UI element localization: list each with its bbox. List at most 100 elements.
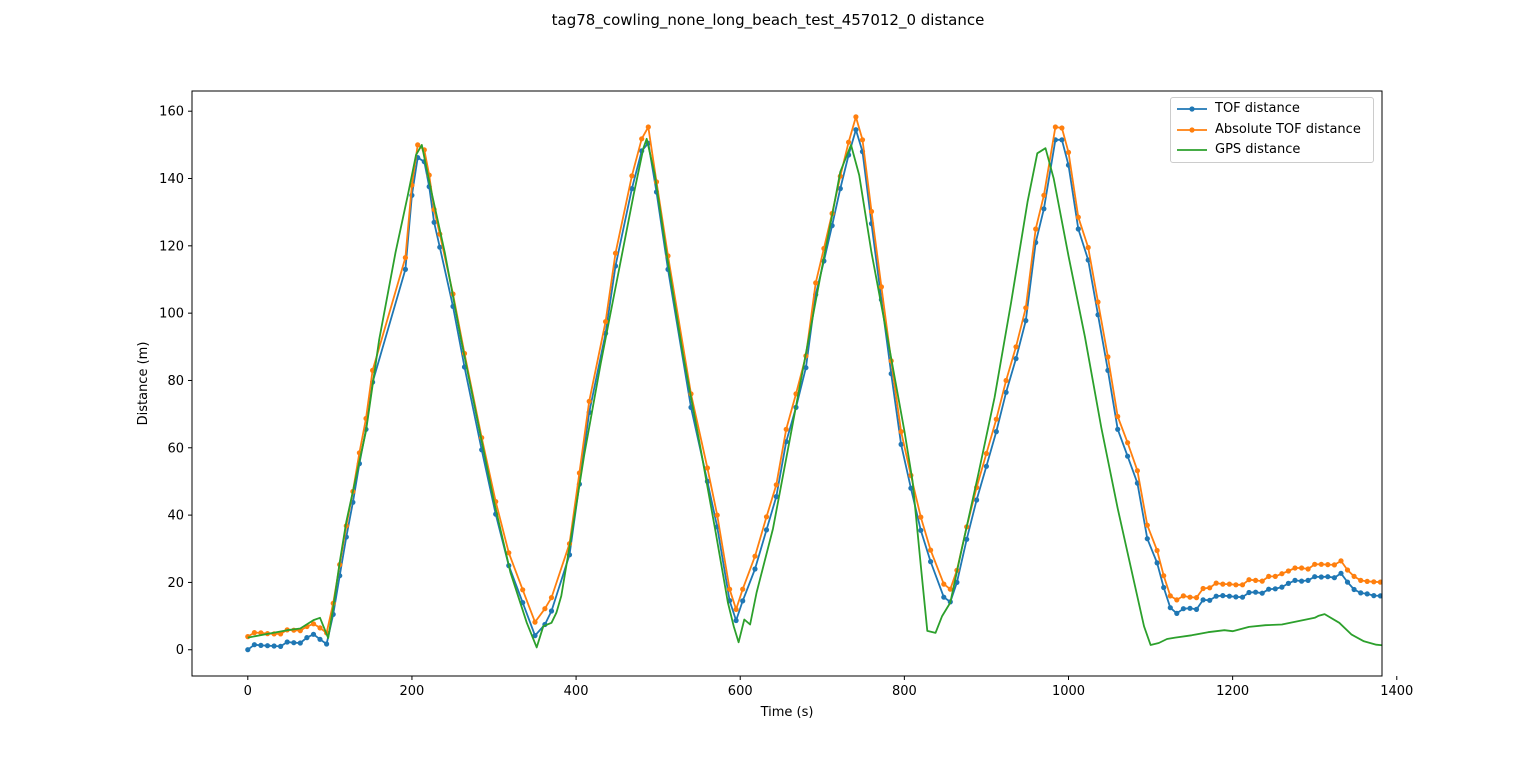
x-tick-label: 1200 bbox=[1216, 684, 1249, 699]
y-axis-label: Distance (m) bbox=[136, 342, 151, 426]
data-point bbox=[1041, 206, 1047, 212]
data-point bbox=[898, 429, 904, 435]
data-point bbox=[1266, 573, 1272, 580]
data-point bbox=[1364, 591, 1370, 597]
data-point bbox=[1312, 561, 1318, 567]
y-tick-label: 60 bbox=[167, 441, 184, 456]
chart-title: tag78_cowling_none_long_beach_test_45701… bbox=[551, 11, 985, 29]
series-line-0 bbox=[247, 128, 1382, 651]
data-point bbox=[1200, 585, 1206, 592]
legend-label-tof: TOF distance bbox=[1215, 101, 1300, 116]
data-point bbox=[1207, 585, 1213, 591]
plot-lines bbox=[245, 114, 1382, 653]
data-point bbox=[402, 266, 408, 272]
data-point bbox=[983, 450, 990, 457]
legend-label-absolute-tof: Absolute TOF distance bbox=[1215, 122, 1361, 137]
data-point bbox=[941, 581, 947, 587]
data-point bbox=[1338, 570, 1344, 576]
data-point bbox=[1220, 581, 1226, 587]
legend-item-absolute-tof: Absolute TOF distance bbox=[1171, 120, 1373, 140]
data-point bbox=[1187, 605, 1193, 611]
data-point bbox=[1023, 318, 1029, 324]
data-point bbox=[993, 416, 999, 422]
data-point bbox=[1253, 577, 1259, 584]
data-point bbox=[1318, 574, 1324, 580]
data-point bbox=[898, 441, 904, 447]
x-tick-label: 0 bbox=[244, 684, 252, 699]
data-point bbox=[733, 606, 739, 613]
data-point bbox=[1207, 597, 1213, 603]
data-point bbox=[1299, 578, 1305, 584]
data-point bbox=[532, 619, 538, 625]
data-point bbox=[1371, 579, 1377, 585]
data-point bbox=[1272, 586, 1278, 592]
data-point bbox=[752, 566, 758, 572]
data-point bbox=[1023, 305, 1029, 311]
data-point bbox=[733, 617, 739, 624]
data-point bbox=[1003, 377, 1009, 384]
data-point bbox=[1246, 589, 1252, 596]
data-point bbox=[1161, 573, 1167, 579]
data-point bbox=[1013, 344, 1019, 350]
data-point bbox=[1075, 214, 1081, 220]
data-point bbox=[297, 640, 303, 646]
y-tick-label: 20 bbox=[167, 576, 184, 591]
data-point bbox=[532, 633, 538, 639]
x-tick-label: 200 bbox=[400, 684, 425, 699]
data-point bbox=[310, 621, 317, 627]
data-point bbox=[853, 127, 859, 133]
data-point bbox=[1200, 597, 1206, 603]
x-tick-label: 400 bbox=[564, 684, 589, 699]
data-point bbox=[258, 642, 264, 649]
data-point bbox=[548, 595, 555, 601]
data-point bbox=[1233, 594, 1239, 600]
series-line-1 bbox=[247, 116, 1382, 638]
x-tick-label: 1400 bbox=[1380, 684, 1413, 699]
data-point bbox=[1213, 593, 1219, 599]
data-point bbox=[1239, 582, 1246, 588]
legend-label-gps: GPS distance bbox=[1215, 142, 1301, 157]
data-point bbox=[310, 631, 317, 637]
data-point bbox=[1331, 575, 1337, 581]
data-point bbox=[1305, 577, 1311, 584]
data-point bbox=[542, 606, 548, 612]
data-point bbox=[868, 208, 875, 215]
data-point bbox=[1344, 579, 1351, 585]
data-point bbox=[431, 219, 437, 225]
data-point bbox=[704, 465, 711, 471]
legend-item-gps: GPS distance bbox=[1171, 140, 1373, 160]
legend-item-tof: TOF distance bbox=[1171, 99, 1373, 119]
data-point bbox=[727, 586, 733, 592]
data-point bbox=[918, 527, 924, 533]
data-point bbox=[1167, 605, 1173, 611]
data-point bbox=[1095, 299, 1101, 305]
y-tick-label: 160 bbox=[159, 105, 184, 120]
data-point bbox=[1174, 610, 1180, 617]
data-point bbox=[928, 559, 934, 565]
axes-frame bbox=[191, 90, 1383, 677]
data-point bbox=[1174, 597, 1180, 603]
data-point bbox=[983, 463, 990, 469]
data-point bbox=[1325, 574, 1331, 580]
data-point bbox=[1299, 565, 1305, 571]
data-point bbox=[291, 640, 297, 646]
data-point bbox=[1266, 586, 1272, 592]
data-point bbox=[317, 625, 323, 631]
x-tick-label: 600 bbox=[728, 684, 753, 699]
data-point bbox=[251, 642, 257, 648]
data-point bbox=[1220, 593, 1226, 599]
legend-swatch-absolute-tof bbox=[1177, 127, 1207, 133]
data-point bbox=[520, 587, 526, 593]
data-point bbox=[548, 608, 555, 614]
data-point bbox=[993, 429, 999, 435]
data-point bbox=[304, 635, 310, 641]
data-point bbox=[603, 319, 609, 325]
data-point bbox=[1085, 244, 1091, 251]
data-point bbox=[974, 497, 980, 503]
data-point bbox=[251, 630, 257, 636]
data-point bbox=[1115, 413, 1121, 420]
data-point bbox=[1180, 606, 1186, 612]
data-point bbox=[1312, 574, 1318, 580]
data-point bbox=[813, 280, 819, 286]
